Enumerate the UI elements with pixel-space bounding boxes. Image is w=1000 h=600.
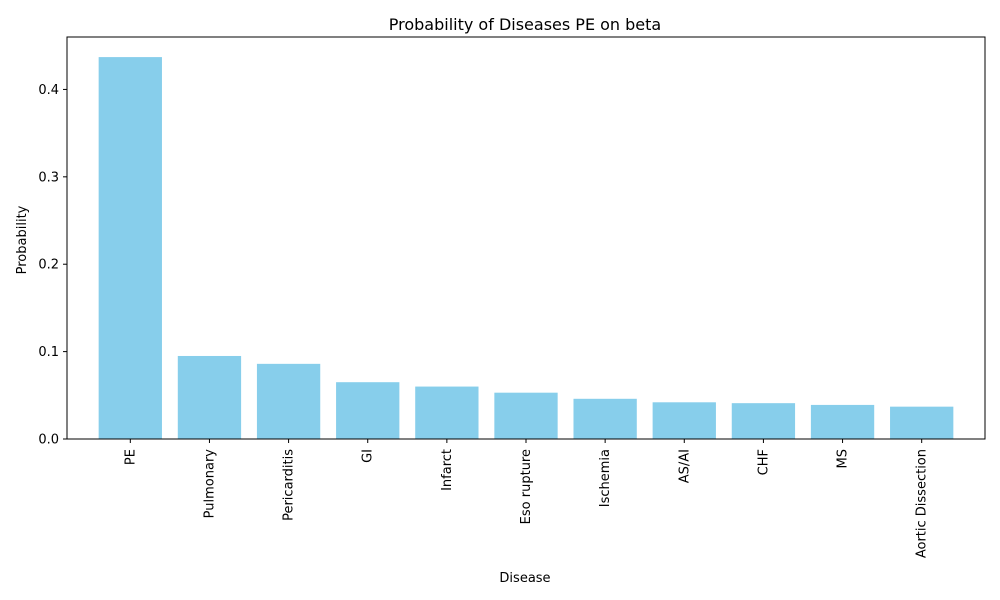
y-tick-label: 0.2	[38, 258, 59, 273]
bar-gi	[336, 382, 400, 439]
x-tick-label: PE	[123, 449, 138, 465]
x-tick-label: CHF	[756, 449, 771, 475]
x-tick-label: Pericarditis	[282, 449, 297, 521]
y-axis-ticks: 0.0 0.1 0.2 0.3 0.4	[38, 83, 67, 448]
x-tick-label: GI	[361, 449, 376, 463]
bar-pericarditis	[256, 363, 321, 439]
x-tick-label: Eso rupture	[519, 449, 534, 524]
bar-as-ai	[652, 402, 716, 439]
x-tick-label: Pulmonary	[202, 449, 217, 519]
x-axis-ticks: PE Pulmonary Pericarditis GI Infarct Eso rupt…	[123, 439, 930, 558]
x-axis-label: Disease	[499, 571, 550, 586]
x-tick-label: Aortic Dissection	[915, 449, 930, 558]
bars-group	[98, 57, 954, 439]
plot-frame	[66, 36, 986, 440]
chart-title: Probability of Diseases PE on beta	[389, 15, 661, 34]
x-tick-label: AS/AI	[677, 449, 692, 483]
bar-infarct	[415, 386, 479, 439]
x-tick-label: Ischemia	[598, 449, 613, 507]
y-tick-label: 0.3	[38, 170, 59, 185]
bar-eso-rupture	[494, 392, 558, 439]
x-tick-label: Infarct	[440, 449, 455, 491]
bar-ms	[810, 404, 875, 439]
y-tick-label: 0.4	[38, 83, 59, 98]
bar-pulmonary	[177, 355, 242, 439]
bar-chf	[731, 403, 796, 439]
y-tick-label: 0.1	[38, 345, 59, 360]
x-tick-label: MS	[836, 449, 851, 468]
y-axis-label: Probability	[15, 205, 30, 274]
bar-aortic-dissection	[890, 406, 954, 439]
y-tick-label: 0.0	[38, 433, 59, 448]
bar-pe	[98, 57, 162, 439]
bar-ischemia	[573, 398, 637, 439]
